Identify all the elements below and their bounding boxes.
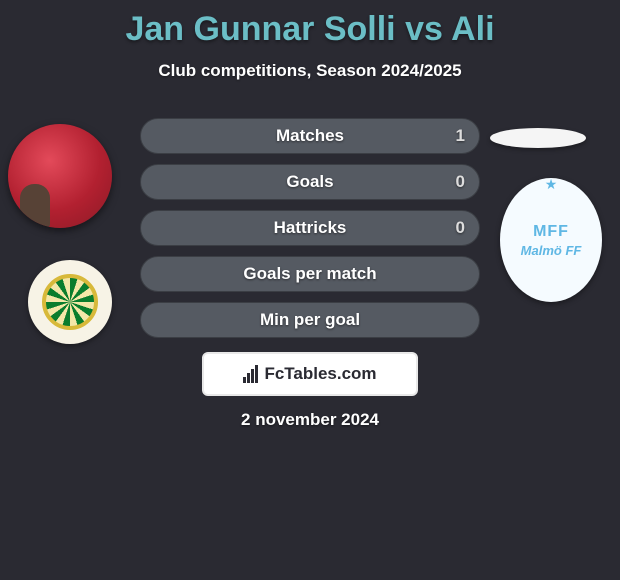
stat-pill-matches: Matches 1 bbox=[140, 118, 480, 154]
date-label: 2 november 2024 bbox=[0, 410, 620, 430]
stat-label: Goals per match bbox=[243, 264, 376, 284]
bars-icon bbox=[243, 365, 258, 383]
stat-pill-mpg: Min per goal bbox=[140, 302, 480, 338]
stat-pill-gpm: Goals per match bbox=[140, 256, 480, 292]
page-title: Jan Gunnar Solli vs Ali bbox=[0, 0, 620, 49]
stat-pill-goals: Goals 0 bbox=[140, 164, 480, 200]
stats-section: Matches 1 Goals 0 Hattricks 0 Goals per … bbox=[0, 118, 620, 348]
stat-label: Min per goal bbox=[260, 310, 360, 330]
infographic-container: Jan Gunnar Solli vs Ali Club competition… bbox=[0, 0, 620, 580]
stat-label: Hattricks bbox=[274, 218, 347, 238]
stat-value-right: 0 bbox=[456, 172, 465, 192]
stat-label: Matches bbox=[276, 126, 344, 146]
stat-pill-hattricks: Hattricks 0 bbox=[140, 210, 480, 246]
stat-label: Goals bbox=[286, 172, 333, 192]
stat-value-right: 0 bbox=[456, 218, 465, 238]
stat-value-right: 1 bbox=[456, 126, 465, 146]
branding-text: FcTables.com bbox=[264, 364, 376, 384]
page-subtitle: Club competitions, Season 2024/2025 bbox=[0, 61, 620, 81]
branding-badge: FcTables.com bbox=[202, 352, 418, 396]
